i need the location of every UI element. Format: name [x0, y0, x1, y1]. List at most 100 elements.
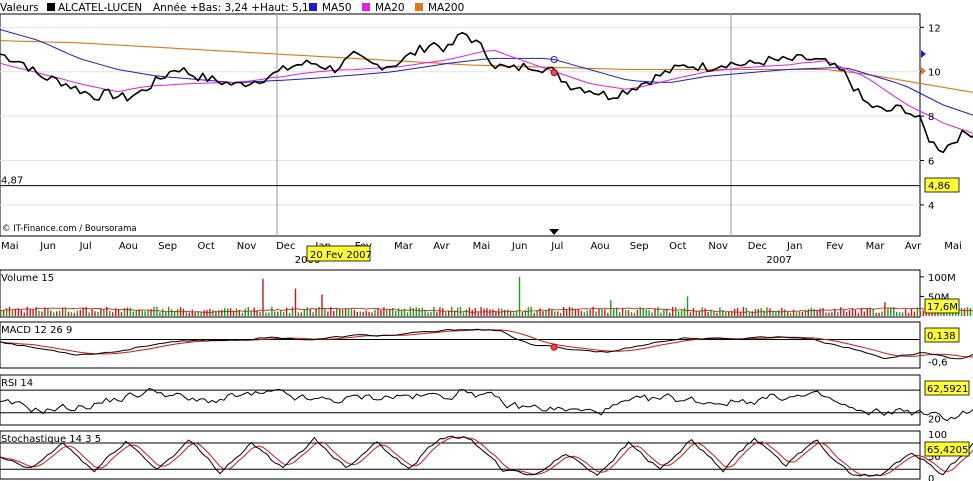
volume-bar	[960, 307, 963, 316]
volume-bar	[415, 307, 417, 316]
volume-bar	[153, 306, 155, 316]
volume-bar	[689, 312, 692, 316]
rsi-title: RSI 14	[1, 378, 33, 389]
volume-y-axis: 100M 50M	[920, 273, 956, 303]
volume-bar	[863, 311, 865, 316]
volume-bar	[710, 309, 712, 316]
volume-bar	[268, 312, 270, 316]
volume-bar	[135, 310, 137, 316]
volume-bar	[663, 309, 665, 316]
month-label: Jul	[550, 241, 563, 252]
volume-bar	[728, 311, 730, 316]
ma200-series	[0, 40, 973, 93]
volume-bar	[380, 309, 382, 316]
ma50-swatch	[309, 3, 317, 11]
volume-bar	[869, 308, 871, 316]
volume-bar	[748, 312, 751, 316]
volume-bar	[530, 306, 532, 316]
volume-bar	[483, 308, 485, 316]
volume-bar	[173, 311, 176, 316]
volume-bar	[789, 312, 792, 316]
volume-bar	[433, 306, 435, 316]
valeurs-label[interactable]: Valeurs	[0, 2, 39, 14]
month-label: Oct	[198, 241, 215, 252]
volume-bar	[890, 307, 892, 316]
volume-bar	[680, 310, 683, 316]
volume-bar	[2, 310, 5, 316]
volume-bar	[462, 312, 465, 316]
volume-bar	[660, 312, 662, 316]
volume-bar	[171, 309, 173, 316]
volume-bar	[347, 308, 350, 316]
volume-bar	[288, 312, 291, 316]
volume-bar	[654, 308, 656, 316]
volume-bar	[97, 312, 99, 316]
volume-bar	[501, 308, 503, 316]
volume-panel: Volume 15 100M 50M 17,6M	[0, 269, 973, 318]
watermark: © IT-Finance.com / Boursorama	[2, 224, 137, 234]
volume-bar	[365, 310, 367, 316]
volume-bar	[0, 310, 2, 316]
volume-bar	[206, 310, 208, 316]
volume-bar	[813, 308, 815, 316]
year-label: 2007	[766, 255, 791, 266]
cursor-date-box[interactable]: 20 Fev 2007	[306, 245, 372, 262]
rsi-tick-label: 20	[928, 414, 941, 425]
volume-last-value: 17,6M	[927, 302, 958, 313]
macd-tick-label: -0,6	[928, 358, 948, 369]
volume-bar	[138, 309, 140, 316]
stochastic-series	[0, 435, 973, 477]
volume-bar	[309, 308, 311, 316]
volume-bar	[218, 310, 220, 316]
ma20-legend: MA20	[375, 2, 405, 14]
volume-bar	[392, 308, 394, 316]
price-frame	[0, 13, 921, 237]
volume-bar	[913, 311, 916, 316]
volume-bar	[156, 306, 158, 316]
reference-label: 4,87	[1, 176, 23, 187]
volume-bar	[810, 307, 812, 316]
volume-bar	[100, 308, 102, 316]
volume-bar	[277, 311, 279, 316]
volume-last-value-bg	[924, 298, 960, 314]
volume-bar	[383, 307, 385, 316]
volume-bar	[834, 308, 836, 316]
volume-bar	[792, 309, 795, 316]
volume-bar	[38, 310, 40, 316]
rsi-series	[0, 387, 973, 422]
volume-bar	[798, 311, 801, 316]
volume-bar	[521, 311, 524, 316]
rsi-y-axis: 20	[928, 414, 941, 425]
ma20-swatch	[362, 3, 370, 11]
volume-bar	[162, 308, 164, 316]
volume-bar	[669, 312, 671, 316]
volume-bar	[129, 307, 132, 316]
volume-bar	[344, 308, 347, 316]
rsi-panel: RSI 14 20 62,5921	[0, 374, 973, 426]
volume-bar	[117, 309, 120, 316]
volume-bar	[297, 312, 300, 316]
volume-bar	[76, 310, 78, 316]
volume-bar	[44, 307, 46, 316]
volume-bar	[197, 312, 199, 316]
month-label: Mai	[944, 241, 962, 252]
volume-bar	[633, 312, 636, 316]
volume-bar	[916, 307, 919, 316]
volume-bar	[639, 307, 641, 316]
volume-bar	[595, 311, 597, 316]
volume-bar	[627, 310, 630, 316]
volume-bar	[185, 311, 188, 316]
stochastic-last-value-box: 65,4205	[924, 441, 970, 457]
volume-bar	[256, 310, 258, 316]
volume-bar	[819, 308, 821, 316]
volume-bar	[899, 312, 901, 316]
volume-bar	[406, 312, 409, 316]
stochastic-signal-series	[0, 436, 973, 477]
volume-bar	[512, 312, 515, 316]
volume-bar	[848, 310, 851, 316]
volume-bar	[371, 312, 373, 316]
month-label: Sep	[630, 241, 649, 252]
volume-bar	[480, 307, 482, 316]
month-label: Jul	[79, 241, 92, 252]
volume-bar	[536, 310, 538, 316]
